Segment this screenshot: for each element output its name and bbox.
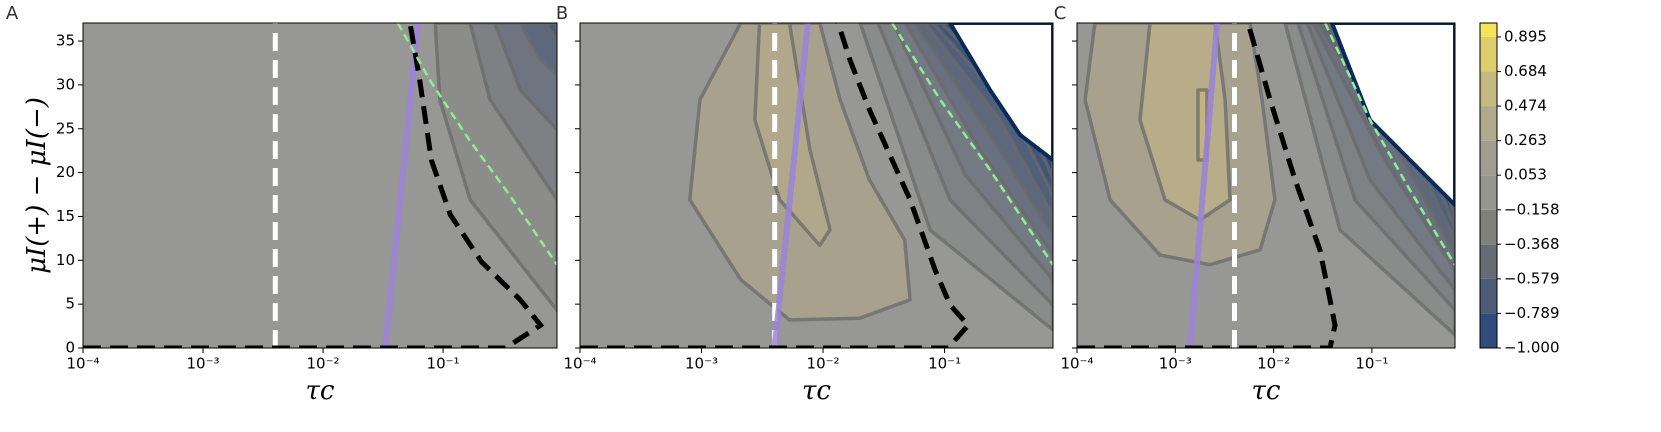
x-tick-label: 10⁻³ — [685, 355, 718, 373]
y-tick-label: 5 — [65, 295, 75, 313]
colorbar-band — [1480, 313, 1497, 348]
overlay-line — [396, 23, 557, 266]
plot-area — [580, 23, 1053, 348]
y-tick-label: 25 — [56, 119, 75, 137]
plot-area — [83, 23, 557, 348]
colorbar-tick-label: 0.053 — [1504, 166, 1547, 184]
colorbar-tick-label: −0.158 — [1504, 200, 1560, 218]
colorbar-frame — [1479, 22, 1498, 349]
colorbar-tick-label: 0.895 — [1504, 27, 1547, 45]
y-tick-label: 35 — [56, 32, 75, 50]
colorbar-band — [1480, 36, 1497, 72]
x-tick-label: 10⁻² — [807, 355, 840, 373]
colorbar-tick-label: 0.474 — [1504, 97, 1547, 115]
panel-label: B — [556, 3, 568, 24]
axes-frame — [579, 22, 1054, 349]
colorbar-tick-label: −0.789 — [1504, 304, 1560, 322]
colorbar-band — [1480, 209, 1497, 245]
x-tick-label: 10⁻³ — [1159, 355, 1192, 373]
panel-label: A — [6, 3, 19, 24]
overlay-line — [580, 23, 972, 348]
x-axis-label: τc — [1252, 376, 1281, 406]
colorbar-tick-label: −1.000 — [1504, 339, 1560, 357]
x-axis-label: τc — [306, 376, 335, 406]
colorbar-band — [1480, 106, 1497, 141]
y-tick-label: 10 — [56, 251, 75, 269]
colorbar-band — [1480, 23, 1497, 37]
colorbar-tick-label: −0.368 — [1504, 235, 1560, 253]
contour-region — [948, 23, 1053, 162]
colorbar-band — [1480, 244, 1497, 279]
contour-region — [543, 23, 557, 42]
colorbar-band — [1480, 71, 1497, 107]
axes-frame — [1076, 22, 1456, 349]
overlay-line — [771, 23, 811, 348]
axes-frame — [82, 22, 558, 349]
x-tick-label: 10⁻¹ — [1355, 355, 1388, 373]
panel-label: C — [1054, 3, 1067, 24]
overlay-line — [382, 23, 422, 348]
y-tick-label: 20 — [56, 163, 75, 181]
overlay-line — [1323, 23, 1455, 266]
x-tick-label: 10⁻⁴ — [563, 355, 596, 373]
overlay-line — [1187, 23, 1221, 348]
colorbar-tick-label: −0.579 — [1504, 269, 1560, 287]
x-tick-label: 10⁻¹ — [427, 355, 460, 373]
overlay-line — [83, 23, 545, 348]
y-tick-label: 15 — [56, 207, 75, 225]
colorbar-band — [1480, 175, 1497, 210]
colorbar-tick-label: 0.684 — [1504, 62, 1547, 80]
x-tick-label: 10⁻⁴ — [66, 355, 99, 373]
colorbar-band — [1480, 278, 1497, 314]
x-tick-label: 10⁻² — [307, 355, 340, 373]
overlay-line — [1077, 23, 1338, 348]
y-tick-label: 0 — [65, 339, 75, 357]
contour-region — [753, 23, 832, 248]
contour-region — [518, 23, 557, 78]
plot-area — [1077, 23, 1455, 348]
x-tick-label: 10⁻² — [1257, 355, 1290, 373]
x-tick-label: 10⁻³ — [187, 355, 220, 373]
y-tick-label: 30 — [56, 75, 75, 93]
x-axis-label: τc — [802, 376, 831, 406]
overlay-line — [891, 23, 1053, 266]
x-tick-label: 10⁻¹ — [928, 355, 961, 373]
contour-region — [1330, 23, 1455, 207]
y-axis-label: μI(+) − μI(−) — [22, 97, 52, 274]
x-tick-label: 10⁻⁴ — [1060, 355, 1093, 373]
colorbar-tick-label: 0.263 — [1504, 131, 1547, 149]
colorbar-band — [1480, 140, 1497, 176]
